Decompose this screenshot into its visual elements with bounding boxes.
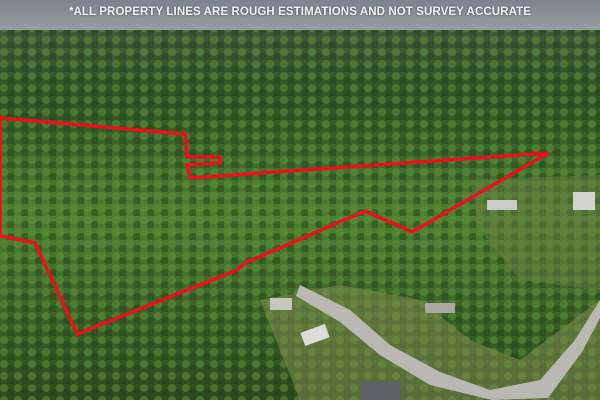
- building: [360, 382, 400, 400]
- building: [425, 303, 455, 313]
- building: [573, 192, 595, 210]
- road: [296, 285, 600, 400]
- property-line: [0, 116, 549, 337]
- disclaimer-caption: *ALL PROPERTY LINES ARE ROUGH ESTIMATION…: [68, 6, 532, 18]
- building: [300, 323, 330, 347]
- building: [487, 200, 517, 210]
- building: [270, 298, 292, 310]
- sky: [0, 0, 600, 34]
